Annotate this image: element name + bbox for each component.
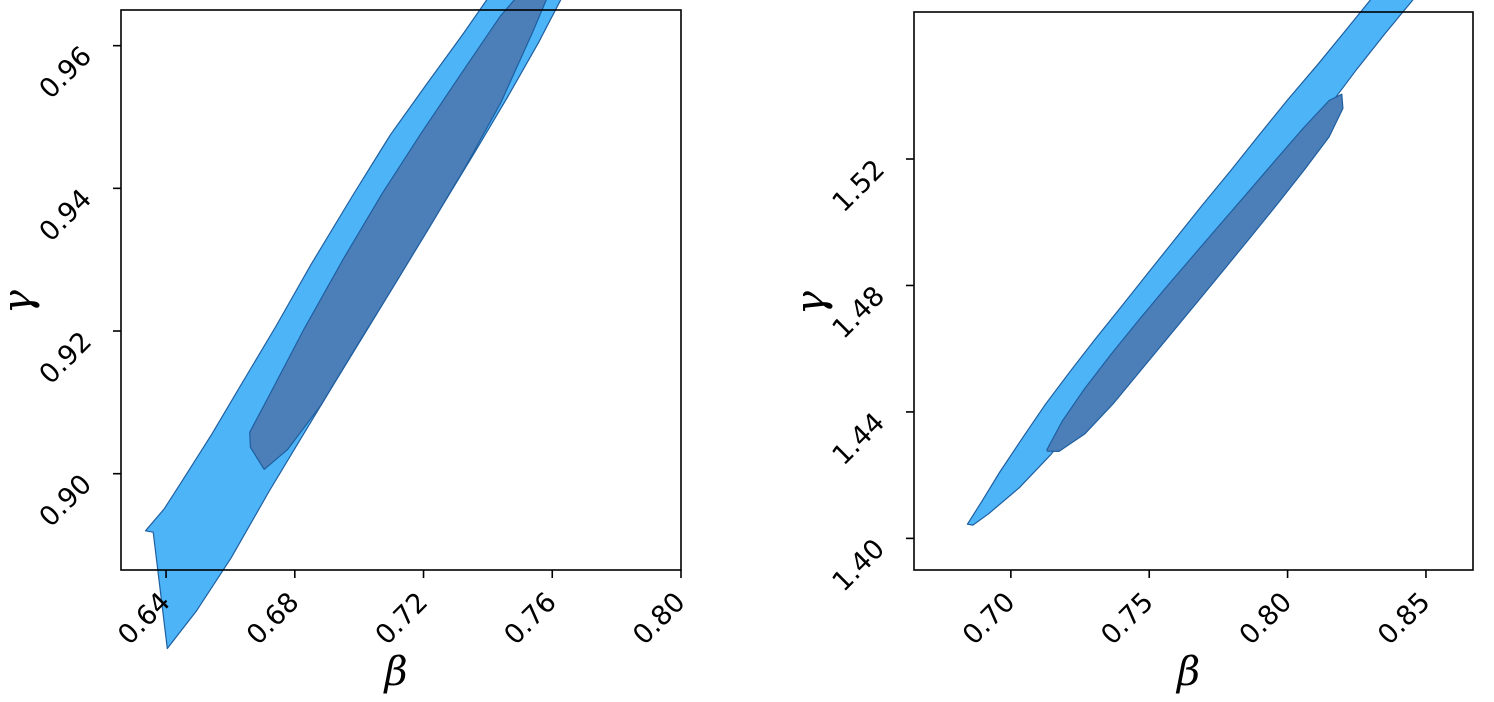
y-axis-label: γ [0, 290, 41, 314]
x-tick-label: 0.70 [957, 587, 1021, 651]
y-tick-label: 1.44 [827, 407, 891, 471]
y-tick-label: 1.52 [827, 154, 891, 218]
x-axis-label: β [1175, 649, 1200, 695]
plot-frame [913, 11, 1474, 571]
inner-confidence-region [1046, 93, 1344, 452]
y-tick-label: 0.92 [34, 326, 98, 390]
x-tick-label: 0.80 [1234, 587, 1298, 651]
x-axis-label: β [382, 649, 407, 695]
y-tick-label: 1.40 [827, 533, 891, 597]
y-tick-label: 1.48 [827, 280, 891, 344]
x-tick-label: 0.80 [627, 587, 691, 651]
plot-frame [120, 9, 682, 571]
outer-confidence-region [144, 0, 562, 650]
y-tick-label: 0.90 [34, 469, 98, 533]
right-contour-panel: 0.70 0.75 0.80 0.85 1.40 1.44 1.48 1.52 β γ [788, 0, 1474, 695]
y-axis-label: γ [788, 291, 834, 315]
y-tick-label: 0.94 [34, 183, 98, 247]
y-tick-label: 0.96 [34, 41, 98, 105]
x-tick-label: 0.76 [498, 587, 562, 651]
left-contour-panel: 0.640.680.720.760.800.900.920.940.96βγ [0, 0, 692, 695]
inner-confidence-region [249, 0, 547, 470]
x-tick-label: 0.72 [370, 587, 434, 651]
x-tick-label: 0.68 [241, 587, 305, 651]
x-tick-label: 0.85 [1372, 587, 1436, 651]
x-tick-label: 0.75 [1095, 587, 1159, 651]
